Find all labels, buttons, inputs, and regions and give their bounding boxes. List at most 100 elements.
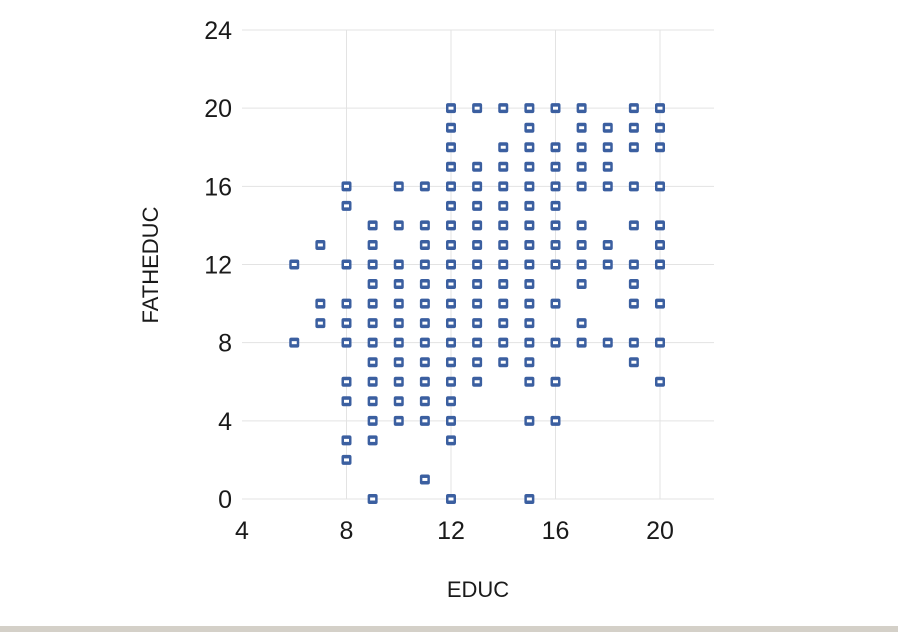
data-point [602, 122, 613, 133]
data-point [393, 396, 404, 407]
data-point [367, 298, 378, 309]
data-point [341, 200, 352, 211]
data-point [655, 220, 665, 231]
data-point [446, 259, 456, 270]
data-point [576, 259, 587, 270]
data-point [446, 494, 456, 504]
data-point [498, 337, 509, 348]
data-point [524, 415, 535, 426]
data-point [393, 337, 404, 348]
data-point [341, 181, 352, 192]
data-point [628, 279, 639, 290]
x-tick-labels: 4 8 12 16 20 [235, 517, 674, 545]
data-point [524, 161, 535, 172]
data-point [524, 376, 535, 387]
data-point [446, 396, 456, 407]
data-point [602, 161, 613, 172]
data-point [628, 220, 639, 231]
data-point [576, 161, 587, 172]
data-point [419, 376, 430, 387]
data-point [341, 259, 352, 270]
data-point [524, 122, 535, 133]
data-point [367, 337, 378, 348]
data-point [315, 298, 326, 309]
data-point [498, 142, 509, 153]
data-point [367, 239, 378, 250]
data-point [472, 220, 483, 231]
data-point [446, 298, 456, 309]
data-point [341, 435, 352, 446]
data-point [446, 122, 456, 133]
data-point [367, 357, 378, 368]
data-point [367, 318, 378, 329]
data-point [472, 357, 483, 368]
data-point [367, 279, 378, 290]
data-point [576, 220, 587, 231]
data-point [655, 142, 665, 153]
data-point [446, 103, 456, 114]
data-point [524, 220, 535, 231]
data-point [446, 435, 456, 446]
data-point [341, 318, 352, 329]
data-point [524, 259, 535, 270]
data-point [655, 103, 665, 114]
data-point [524, 200, 535, 211]
data-point [446, 181, 456, 192]
data-point [576, 103, 587, 114]
data-point [576, 239, 587, 250]
data-point [446, 415, 456, 426]
data-point [576, 318, 587, 329]
data-point [498, 279, 509, 290]
data-point [367, 220, 378, 231]
data-point [550, 376, 561, 387]
y-tick-label: 12 [204, 252, 232, 280]
data-point [341, 298, 352, 309]
y-tick-label: 16 [204, 173, 232, 201]
data-point [655, 259, 665, 270]
data-point [524, 103, 535, 114]
data-point [628, 181, 639, 192]
data-point [367, 259, 378, 270]
data-point [367, 415, 378, 426]
data-point [341, 454, 352, 465]
data-point [393, 259, 404, 270]
data-point [524, 494, 535, 504]
data-point [446, 142, 456, 153]
y-tick-label: 8 [218, 330, 232, 358]
data-point [550, 200, 561, 211]
y-tick-labels: 0 4 8 12 16 20 24 [204, 17, 232, 514]
data-point [472, 239, 483, 250]
data-point [576, 337, 587, 348]
data-point [550, 239, 561, 250]
data-point [550, 259, 561, 270]
x-tick-label: 12 [437, 517, 465, 545]
x-tick-label: 20 [646, 517, 674, 545]
data-point [498, 259, 509, 270]
data-point [419, 259, 430, 270]
data-point [655, 337, 665, 348]
data-point [419, 298, 430, 309]
data-point [472, 259, 483, 270]
data-point [419, 415, 430, 426]
y-tick-label: 20 [204, 95, 232, 123]
data-point [655, 298, 665, 309]
data-points [289, 103, 665, 504]
data-point [498, 181, 509, 192]
data-point [367, 494, 378, 504]
data-point [472, 376, 483, 387]
data-point [446, 357, 456, 368]
data-point [498, 239, 509, 250]
data-point [393, 298, 404, 309]
data-point [524, 337, 535, 348]
data-point [419, 357, 430, 368]
data-point [550, 220, 561, 231]
data-point [472, 200, 483, 211]
data-point [498, 103, 509, 114]
data-point [446, 337, 456, 348]
data-point [341, 337, 352, 348]
x-tick-label: 8 [340, 517, 354, 545]
data-point [628, 298, 639, 309]
data-point [550, 103, 561, 114]
